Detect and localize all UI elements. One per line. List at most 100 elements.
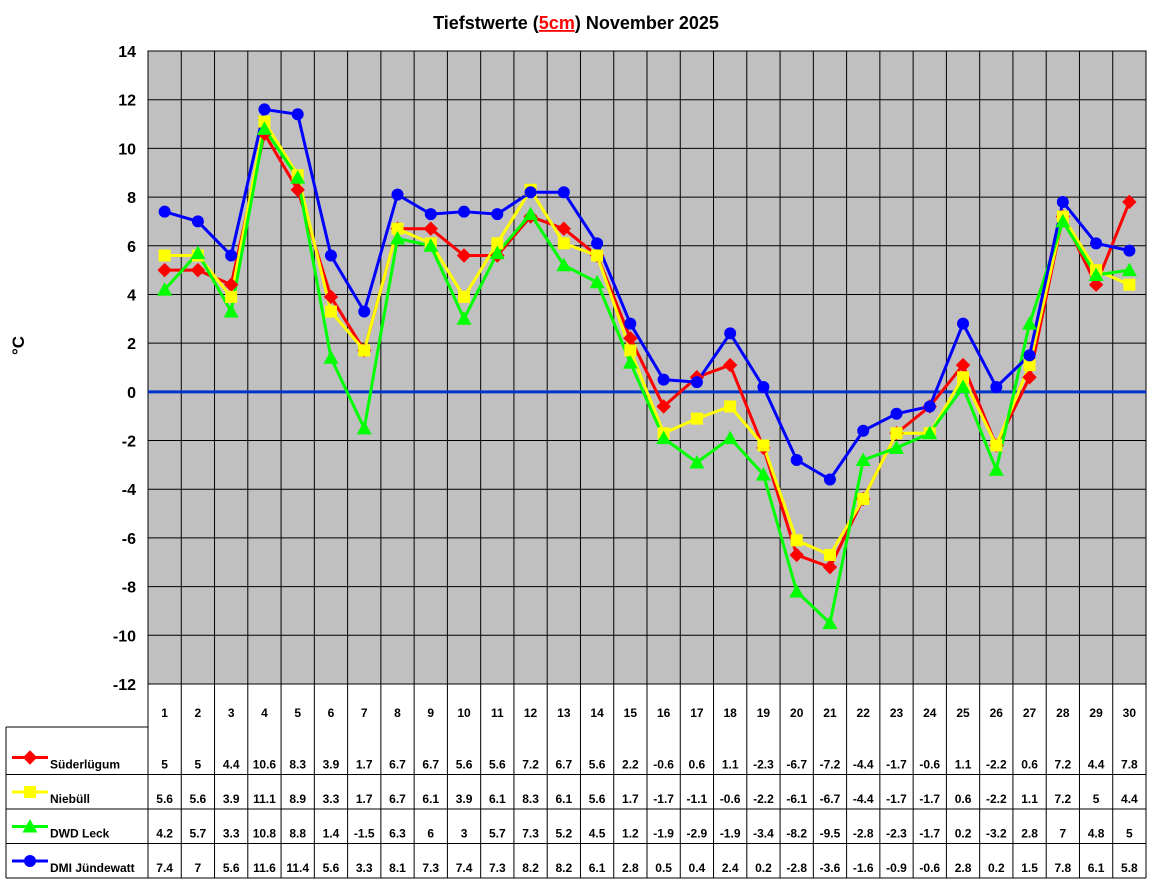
data-point (988, 462, 1004, 476)
table-cell-value: 1.2 (622, 827, 639, 841)
y-tick-label: -10 (113, 628, 136, 645)
series-markers-4 (158, 103, 1136, 486)
table-cell-value: 5.7 (489, 827, 506, 841)
series-markers (157, 103, 1137, 630)
table-cell-value: 7.4 (156, 861, 173, 875)
data-point (922, 425, 938, 440)
data-point (1088, 277, 1104, 292)
y-tick-label: -2 (122, 434, 136, 451)
data-point (390, 230, 405, 245)
chart-title: Tiefstwerte (5cm) November 2025 (433, 13, 719, 33)
table-cell-value: 5 (161, 758, 168, 772)
table-cell-value: 10.6 (253, 758, 277, 772)
y-axis-label: °C (9, 336, 28, 355)
x-category-label: 27 (1023, 706, 1037, 720)
table-cell-value: -1.7 (886, 758, 907, 772)
x-category-label: 16 (657, 706, 671, 720)
data-point (624, 344, 637, 357)
data-point (524, 186, 537, 199)
x-category-label: 12 (524, 706, 538, 720)
table-cell-value: -1.6 (853, 861, 874, 875)
data-point (857, 424, 870, 437)
data-point (722, 430, 738, 445)
y-tick-label: 12 (118, 93, 136, 110)
data-point (158, 249, 171, 262)
legend-key-marker-3 (22, 819, 38, 833)
data-point (290, 182, 305, 197)
table-cell-value: -6.7 (786, 758, 807, 772)
y-axis-tick-labels: -12 -10 -8 -6 -4 -2 0 2 4 6 8 10 12 14 (113, 44, 136, 694)
data-point (591, 237, 604, 250)
table-cell-value: 0.2 (755, 861, 772, 875)
table-cell-value: -0.6 (919, 758, 940, 772)
x-category-label: 10 (457, 706, 471, 720)
table-cell-value: 4.8 (1088, 827, 1105, 841)
data-point (790, 454, 803, 467)
table-cell-value: 5.6 (589, 758, 606, 772)
table-cell-value: 1.1 (722, 758, 739, 772)
data-point (424, 208, 437, 221)
table-cell-value: -9.5 (820, 827, 841, 841)
legend-series-name-4: DMI Jündewatt (50, 861, 135, 875)
table-cell-value: 6.1 (555, 792, 572, 806)
data-point (391, 188, 404, 201)
data-point (358, 305, 371, 318)
data-point (957, 371, 970, 384)
data-point (458, 290, 471, 303)
data-point (1023, 359, 1036, 372)
x-category-label: 5 (294, 706, 301, 720)
table-cell-value: -0.9 (886, 861, 907, 875)
table-cell-value: 5 (1093, 792, 1100, 806)
data-point (491, 237, 504, 250)
table-cell-value: 5 (1126, 827, 1133, 841)
data-point (458, 205, 471, 218)
data-point (1123, 278, 1136, 291)
data-point (1121, 262, 1137, 277)
table-cell-value: 3.9 (223, 792, 240, 806)
table-cell-value: -0.6 (919, 861, 940, 875)
x-category-label: 14 (590, 706, 604, 720)
data-point (225, 249, 238, 262)
x-category-label: 29 (1089, 706, 1103, 720)
x-category-label: 19 (757, 706, 771, 720)
series-line-4 (164, 107, 1130, 481)
table-cell-value: 0.2 (988, 861, 1005, 875)
table-cell-value: 4.5 (589, 827, 606, 841)
x-category-label: 22 (857, 706, 871, 720)
table-cell-value: 8.3 (522, 792, 539, 806)
table-cell-value: -6.1 (786, 792, 807, 806)
table-cell-value: -1.5 (354, 827, 375, 841)
data-point (591, 249, 604, 262)
data-point (622, 355, 638, 369)
table-cell-value: 3.3 (356, 861, 373, 875)
series-line-3 (163, 127, 1130, 625)
table-cell-value: 4.2 (156, 827, 173, 841)
table-cell-value: 2.2 (622, 758, 639, 772)
x-category-label: 18 (723, 706, 737, 720)
chart-title-prefix: Tiefstwerte ( (433, 13, 539, 33)
data-point (757, 380, 770, 393)
table-cell-value: 6.1 (422, 792, 439, 806)
table-cell-value: 7.3 (522, 827, 539, 841)
legend-key-marker-2 (24, 786, 36, 798)
data-point (724, 400, 737, 413)
data-point (755, 467, 771, 481)
data-point (456, 248, 472, 263)
data-point (158, 205, 171, 218)
chart-title-highlight: 5cm (539, 13, 575, 33)
legend-series-name-3: DWD Leck (50, 827, 110, 841)
series-line-2 (164, 120, 1130, 557)
data-point (523, 206, 539, 221)
data-point (489, 245, 505, 260)
table-cell-value: 7.3 (489, 861, 506, 875)
table-cell-value: 7.2 (1054, 792, 1071, 806)
table-cell-value: 6.3 (389, 827, 406, 841)
table-cell-value: 5.6 (323, 861, 340, 875)
table-cell-value: -1.7 (919, 792, 940, 806)
data-point (990, 380, 1003, 393)
data-point (423, 238, 439, 252)
data-point (356, 420, 372, 435)
data-point (324, 305, 337, 318)
table-cell-value: 5.6 (589, 792, 606, 806)
x-category-label: 9 (427, 706, 434, 720)
